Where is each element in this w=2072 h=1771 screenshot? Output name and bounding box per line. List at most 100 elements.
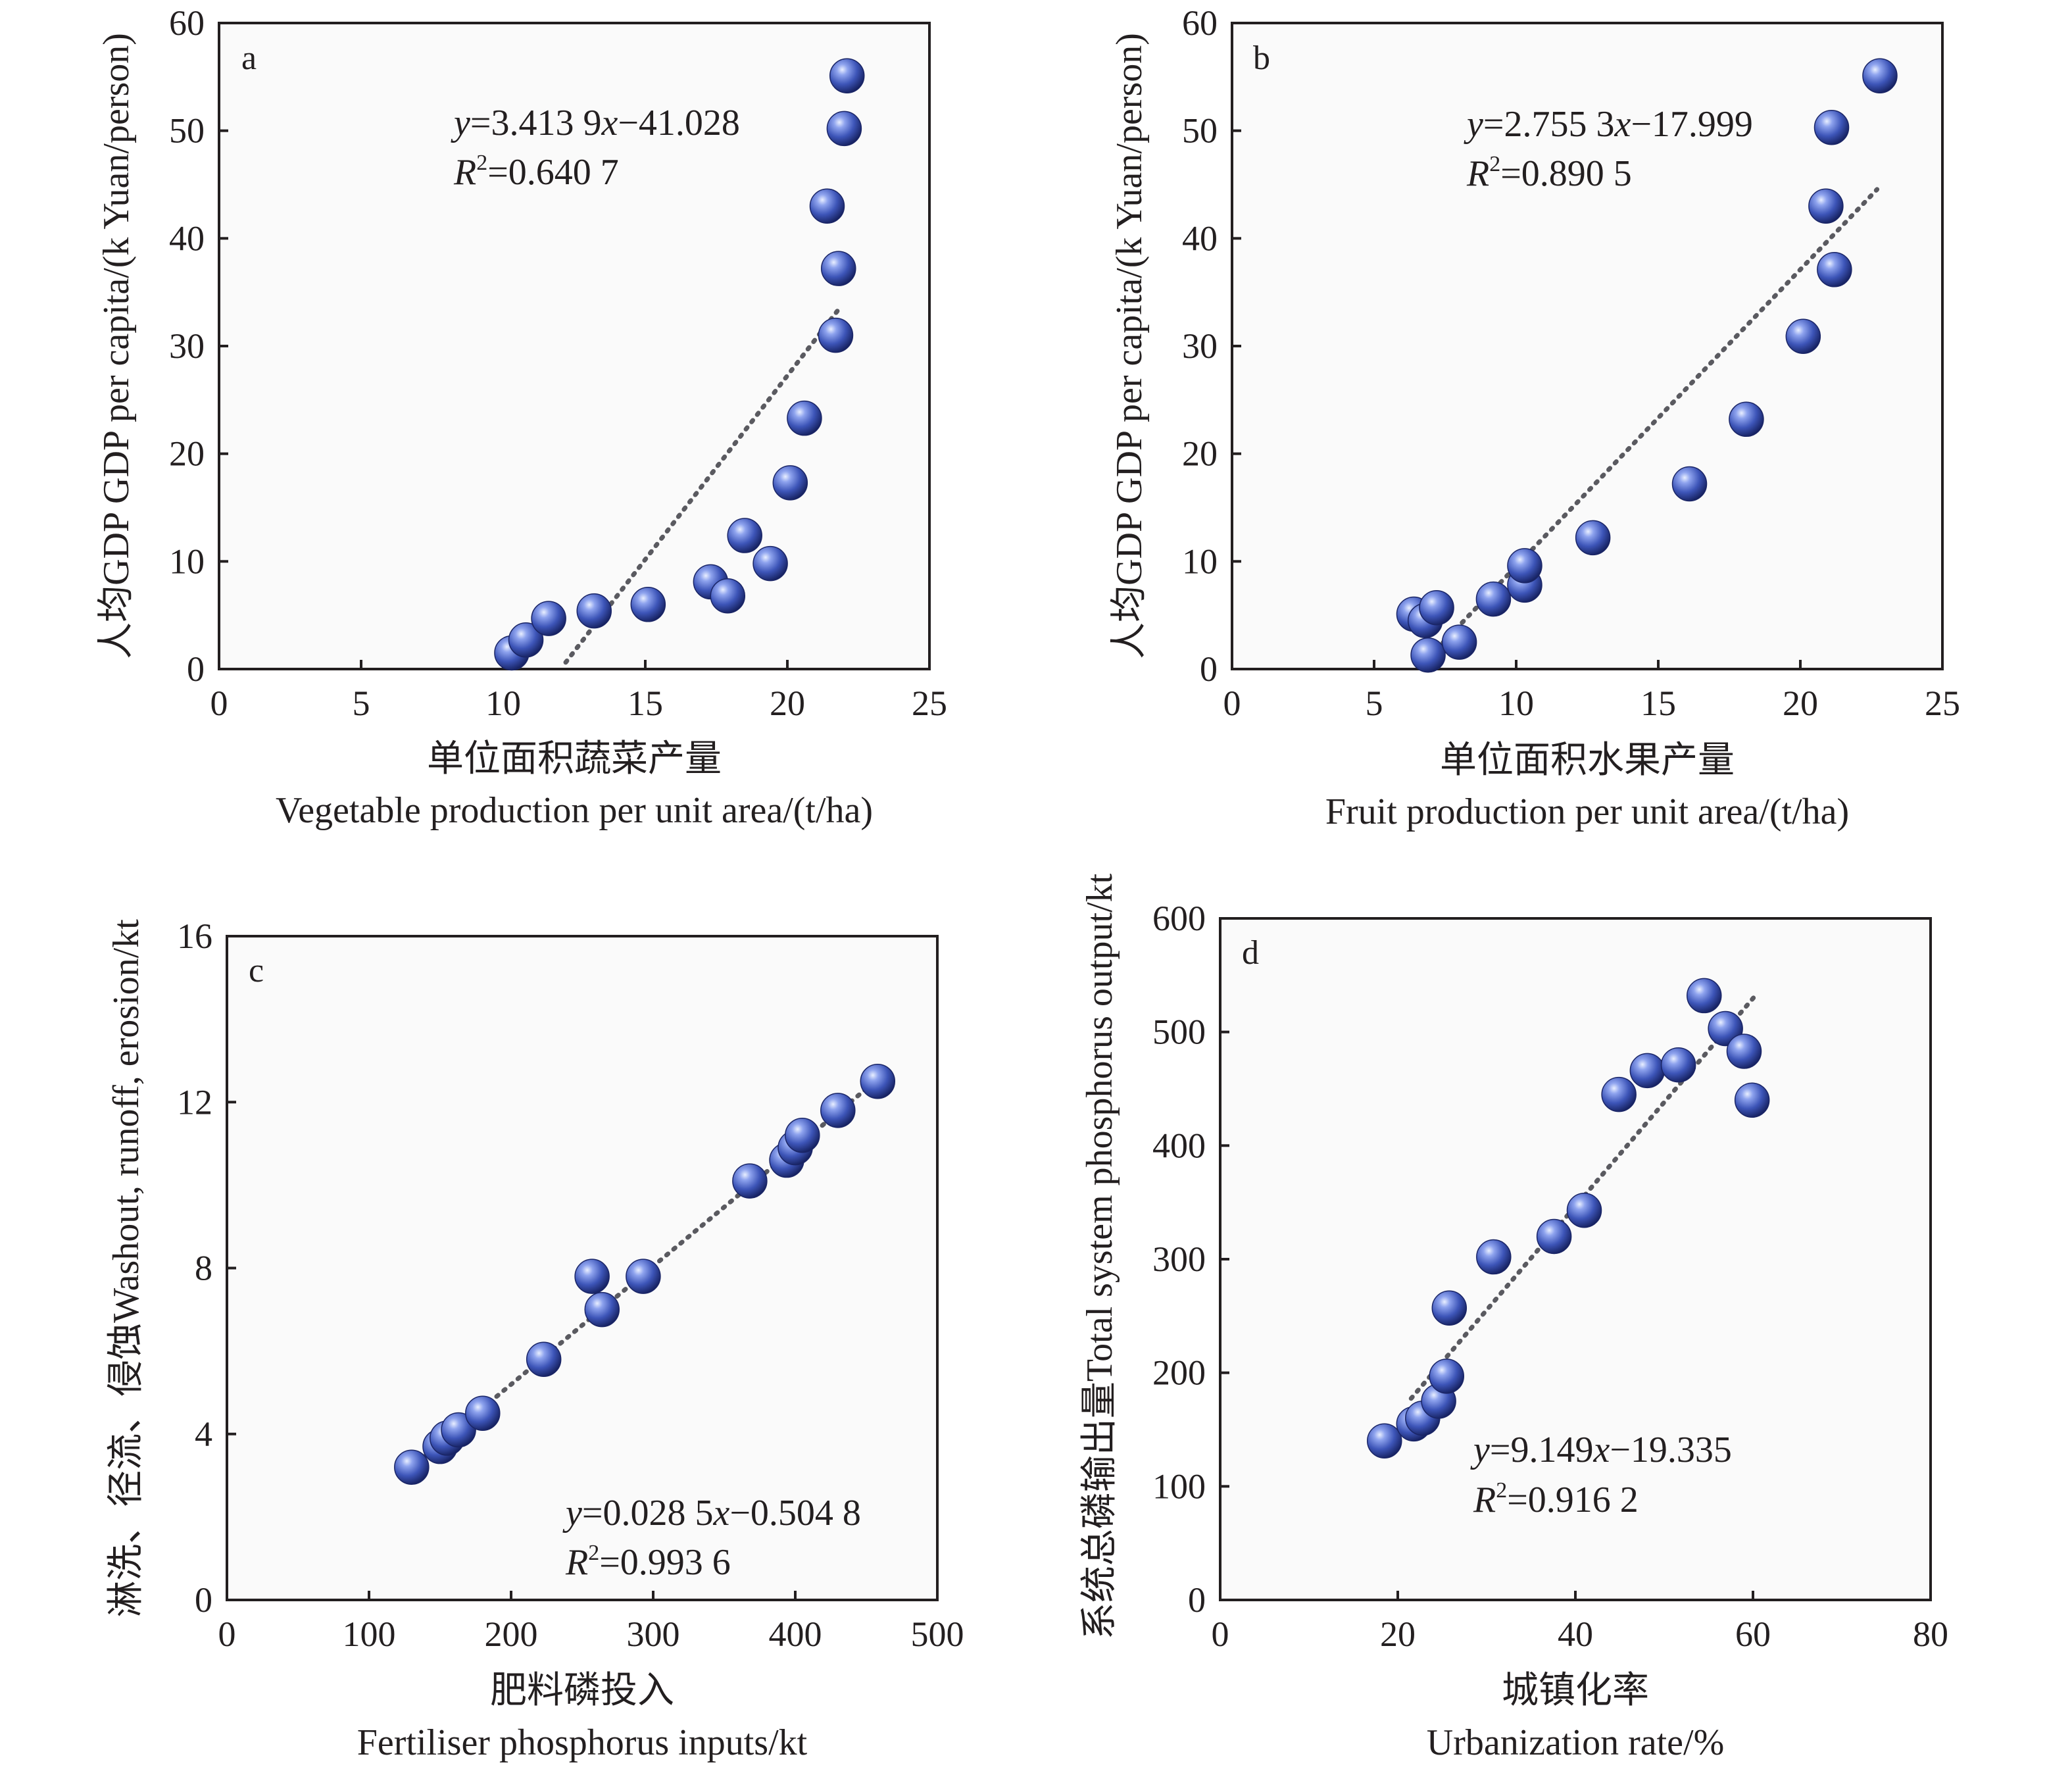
data-point [787,400,822,436]
data-point [772,465,808,501]
data-point [630,587,666,622]
x-tick-label: 200 [485,1614,538,1654]
y-axis-ticks: 0 4 8 12 16 [177,916,236,1620]
regression-equation: y=9.149x−19.335 [1470,1430,1732,1470]
x-tick-label: 20 [770,684,805,723]
data-point [1817,252,1852,287]
data-point [1429,1359,1464,1394]
y-tick-label: 12 [177,1082,212,1122]
x-tick-label: 60 [1735,1614,1771,1654]
y-axis-ticks: 0 10 20 30 40 50 60 [1182,3,1241,689]
data-point [584,1291,620,1328]
y-tick-label: 200 [1152,1353,1206,1393]
data-point [1629,1053,1665,1089]
data-point [576,593,612,629]
x-tick-label: 500 [911,1614,964,1654]
x-tick-label: 5 [1366,684,1383,723]
x-axis-ticks: 0 5 10 15 20 25 [1223,660,1960,723]
x-tick-label: 0 [1212,1614,1229,1654]
data-point [1507,548,1542,584]
data-points [1367,978,1770,1459]
x-tick-label: 0 [1223,684,1241,723]
data-point [1475,581,1512,617]
data-points [1396,58,1898,673]
data-point [626,1259,661,1294]
data-point [1660,1047,1696,1083]
data-point [821,251,856,286]
data-point [1687,978,1722,1014]
r-squared: R2=0.890 5 [1466,152,1632,194]
y-tick-label: 400 [1152,1126,1206,1165]
data-point [727,518,762,553]
data-points [494,58,865,671]
data-point [1575,520,1611,556]
x-tick-label: 5 [353,684,370,723]
data-point [508,622,544,658]
x-tick-label: 40 [1558,1614,1593,1654]
data-point [1729,401,1764,437]
data-point [785,1117,820,1153]
data-point [1601,1076,1637,1112]
x-tick-label: 100 [343,1614,396,1654]
trendline [563,303,844,665]
y-tick-label: 10 [169,541,205,581]
data-point [809,188,845,224]
data-point [826,111,862,147]
data-point [818,317,854,353]
regression-equation: y=0.028 5x−0.504 8 [562,1493,861,1534]
data-point [1536,1218,1572,1255]
data-point [860,1063,896,1099]
r-squared: R2=0.916 2 [1473,1478,1639,1520]
y-tick-label: 50 [1182,111,1218,151]
x-axis-label-cn: 单位面积水果产量 [1440,740,1735,781]
data-point [829,58,865,93]
x-tick-label: 80 [1913,1614,1948,1654]
x-tick-label: 15 [628,684,663,723]
y-tick-label: 100 [1152,1466,1206,1506]
data-point [732,1163,768,1199]
y-axis-label: 系统总磷输出量Total system phosphorus output/kt [1079,873,1120,1639]
data-point [1671,466,1708,502]
y-tick-label: 10 [1182,541,1218,581]
data-point [1813,110,1850,145]
x-axis-label-cn: 单位面积蔬菜产量 [427,739,722,780]
data-point [526,1341,562,1377]
regression-equation: y=3.413 9x−41.028 [451,103,740,143]
x-tick-label: 10 [1498,684,1534,723]
data-point [1410,637,1446,673]
trendline [1408,993,1758,1401]
data-point [820,1093,856,1128]
plot-frame [1219,917,1932,1601]
x-axis-ticks: 0 5 10 15 20 25 [210,660,947,723]
data-point [1808,188,1844,224]
panel-b: 0 10 20 30 40 50 60 0 5 10 15 20 25 b y=2.755 3x−17… [1109,3,1960,832]
x-tick-label: 10 [485,684,521,723]
x-axis-label: Urbanization rate/% [1427,1722,1724,1763]
data-point [1726,1034,1762,1069]
data-point [1734,1082,1770,1118]
panel-letter: b [1253,39,1270,77]
data-points [394,1063,896,1485]
r-squared: R2=0.640 7 [453,151,619,193]
data-point [752,545,788,582]
y-tick-label: 0 [1188,1580,1206,1620]
panel-c: 0 4 8 12 16 0 100 200 300 400 500 c y=0.028 5x−0.… [106,916,964,1763]
x-axis-label: Fruit production per unit area/(t/ha) [1325,791,1849,832]
x-axis-ticks: 0 100 200 300 400 500 [218,1591,964,1654]
y-tick-label: 16 [177,916,212,956]
plot-frame [218,22,931,670]
data-point [1419,589,1454,626]
r-squared: R2=0.993 6 [565,1541,731,1583]
x-tick-label: 25 [1925,684,1960,723]
y-tick-label: 60 [169,3,205,43]
data-point [394,1449,430,1485]
y-tick-label: 40 [1182,218,1218,258]
regression-equation: y=2.755 3x−17.999 [1464,104,1753,145]
data-point [465,1395,501,1431]
y-tick-label: 300 [1152,1239,1206,1279]
data-point [531,601,566,636]
data-point [574,1259,610,1294]
x-tick-label: 0 [218,1614,236,1654]
y-tick-label: 0 [187,649,205,689]
